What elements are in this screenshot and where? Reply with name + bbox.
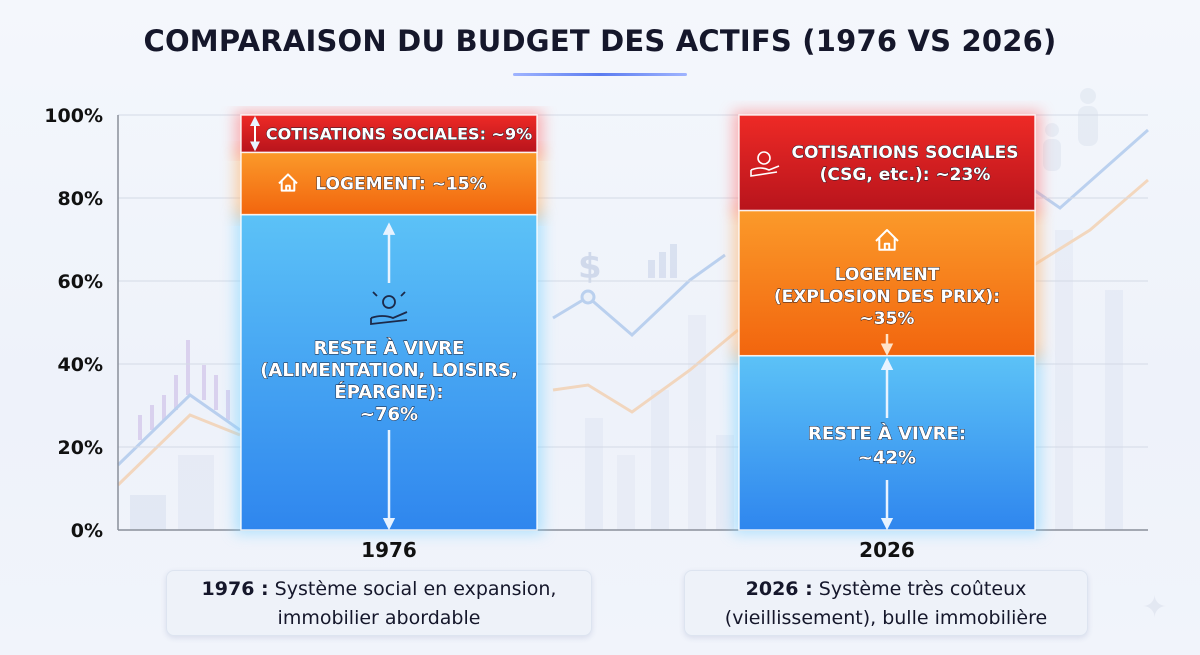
label-cotisations-2026-line: COTISATIONS SOCIALES	[791, 143, 1018, 163]
y-tick-label: 60%	[58, 271, 103, 293]
label-logement-1976-line: LOGEMENT: ~15%	[315, 175, 486, 195]
label-reste-2026-line: RESTE À VIVRE:	[808, 422, 966, 444]
label-reste-1976-line: (ALIMENTATION, LOISIRS,	[260, 360, 518, 381]
label-reste-1976-line: ÉPARGNE):	[334, 381, 443, 403]
background-decoration: $	[116, 88, 1149, 530]
label-reste-2026-line: ~42%	[858, 447, 916, 468]
caption-1976: 1976 : Système social en expansion, immo…	[166, 570, 592, 636]
x-axis-labels: 1976 2026	[361, 538, 915, 562]
x-tick-label-2026: 2026	[859, 538, 915, 562]
y-tick-label: 20%	[58, 437, 103, 459]
caption-2026-line1: Système très coûteux	[818, 578, 1027, 600]
y-tick-label: 100%	[44, 105, 103, 127]
bar-segment-logement-1976	[240, 151, 538, 216]
caption-1976-line2: immobilier abordable	[277, 607, 481, 629]
label-logement-2026-line: (EXPLOSION DES PRIX):	[774, 287, 1000, 307]
label-cotisations-2026-line: (CSG, etc.): ~23%	[820, 165, 991, 185]
house-icon	[875, 229, 899, 251]
label-logement-2026-line: LOGEMENT	[835, 265, 940, 285]
sparkle-icon: ✦	[1142, 590, 1168, 625]
svg-text:$: $	[578, 247, 602, 287]
label-reste-1976-line: ~76%	[360, 404, 418, 425]
chart-title: COMPARAISON DU BUDGET DES ACTIFS (1976 V…	[143, 24, 1057, 58]
label-cotisations-2026: COTISATIONS SOCIALES (CSG, etc.): ~23%	[791, 143, 1018, 185]
label-reste-1976: RESTE À VIVRE (ALIMENTATION, LOISIRS, ÉPAR…	[260, 337, 518, 425]
label-reste-1976-line: RESTE À VIVRE	[314, 337, 465, 359]
label-logement-2026: LOGEMENT (EXPLOSION DES PRIX): ~35%	[774, 265, 1000, 329]
caption-2026-year: 2026 :	[745, 578, 813, 600]
bar-segment-cotisations-1976	[240, 114, 538, 154]
y-axis-ticks: 0% 20% 40% 60% 80% 100%	[44, 105, 103, 542]
hand-money-icon	[370, 291, 408, 326]
label-cotisations-1976: COTISATIONS SOCIALES: ~9%	[266, 124, 532, 143]
caption-1976-line1: Système social en expansion,	[274, 578, 557, 600]
bar-segment-cotisations-2026	[738, 114, 1036, 212]
caption-2026-line2: (vieillissement), bulle immobilière	[724, 607, 1048, 629]
y-tick-label: 80%	[58, 188, 103, 210]
hand-coin-icon	[750, 151, 780, 177]
caption-2026: 2026 : Système très coûteux (vieillissem…	[684, 570, 1088, 636]
stacked-bars: RESTE À VIVRE (ALIMENTATION, LOISIRS, ÉPAR…	[235, 111, 1041, 534]
y-tick-label: 0%	[71, 520, 103, 542]
caption-1976-year: 1976 :	[201, 578, 269, 600]
label-logement-1976: LOGEMENT: ~15%	[315, 175, 486, 195]
label-cotisations-1976-line: COTISATIONS SOCIALES: ~9%	[266, 124, 532, 143]
y-tick-label: 40%	[58, 354, 103, 376]
label-logement-2026-line: ~35%	[860, 309, 915, 329]
x-tick-label-1976: 1976	[361, 538, 417, 562]
title-underline	[513, 73, 687, 76]
bar-segment-logement-2026	[738, 209, 1036, 357]
label-reste-2026: RESTE À VIVRE: ~42%	[808, 422, 966, 468]
house-icon	[278, 173, 298, 192]
